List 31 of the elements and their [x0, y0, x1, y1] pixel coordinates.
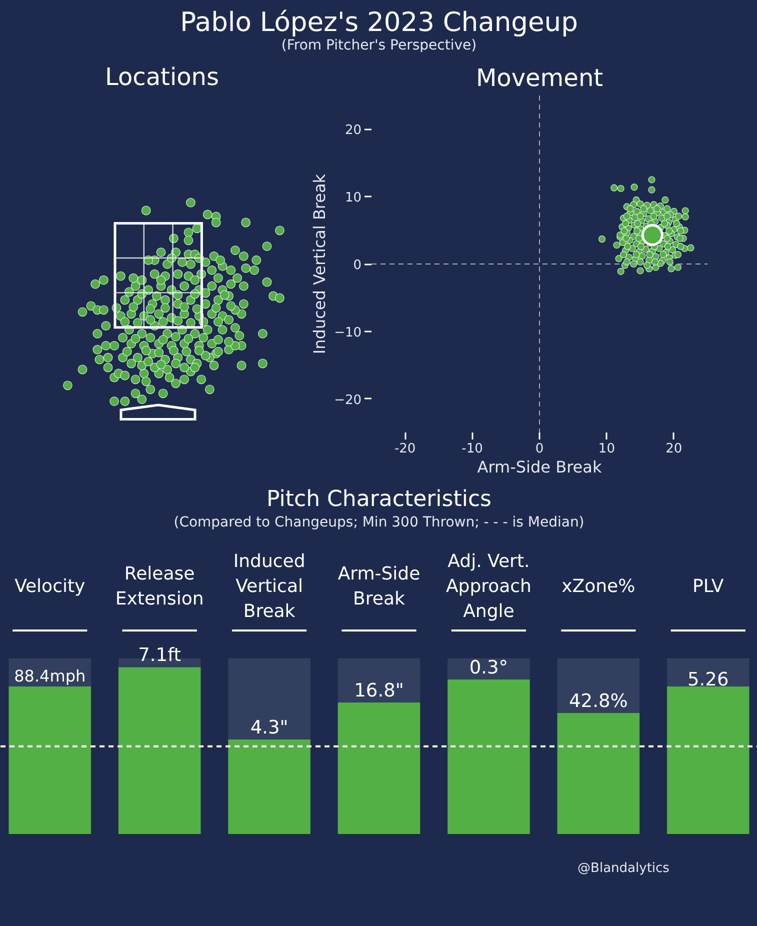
text: Pablo López's 2023 Changeup: [180, 7, 578, 38]
y-tick-label: −20: [334, 392, 362, 408]
y-tick-label: 0: [353, 258, 362, 273]
x-tick-label: 20: [666, 442, 682, 456]
x-tick-label: 0: [535, 442, 544, 456]
y-tick-label: 20: [344, 123, 362, 138]
annotation: 7.1ft: [138, 645, 182, 666]
x-tick-label: Arm-Side Break: [338, 563, 420, 610]
x-tick-label: Induced Vertical Break: [233, 550, 306, 622]
x-tick-label: Adj. Vert. Approach Angle: [446, 550, 532, 622]
annotation: 16.8": [354, 680, 404, 702]
annotation: 0.3°: [469, 657, 508, 678]
annotation: 42.8%: [569, 690, 628, 712]
x-tick-label: Velocity: [14, 576, 86, 597]
annotation: 88.4mph: [14, 666, 86, 686]
y-tick-label: −10: [334, 325, 362, 340]
y-tick-label: 10: [344, 190, 362, 206]
text: @Blandalytics: [578, 861, 670, 876]
x-tick-label: 10: [598, 442, 615, 456]
chart-subtitle: (Compared to Changeups; Min 300 Thrown; - - - is Median): [174, 514, 584, 530]
x-tick-label: -10: [462, 442, 483, 456]
annotation: 5.26: [688, 669, 729, 690]
x-tick-label: -20: [394, 442, 416, 456]
annotation: 4.3": [250, 717, 288, 738]
x-tick-label: Release Extension: [115, 563, 204, 610]
x-tick-label: PLV: [692, 576, 724, 597]
text: Locations: [104, 62, 220, 92]
chart-title: Movement: [476, 64, 604, 92]
chart-title: Pitch Characteristics: [266, 487, 492, 512]
x-tick-label: xZone%: [562, 576, 636, 597]
x-axis-title: Arm-Side Break: [477, 458, 602, 476]
